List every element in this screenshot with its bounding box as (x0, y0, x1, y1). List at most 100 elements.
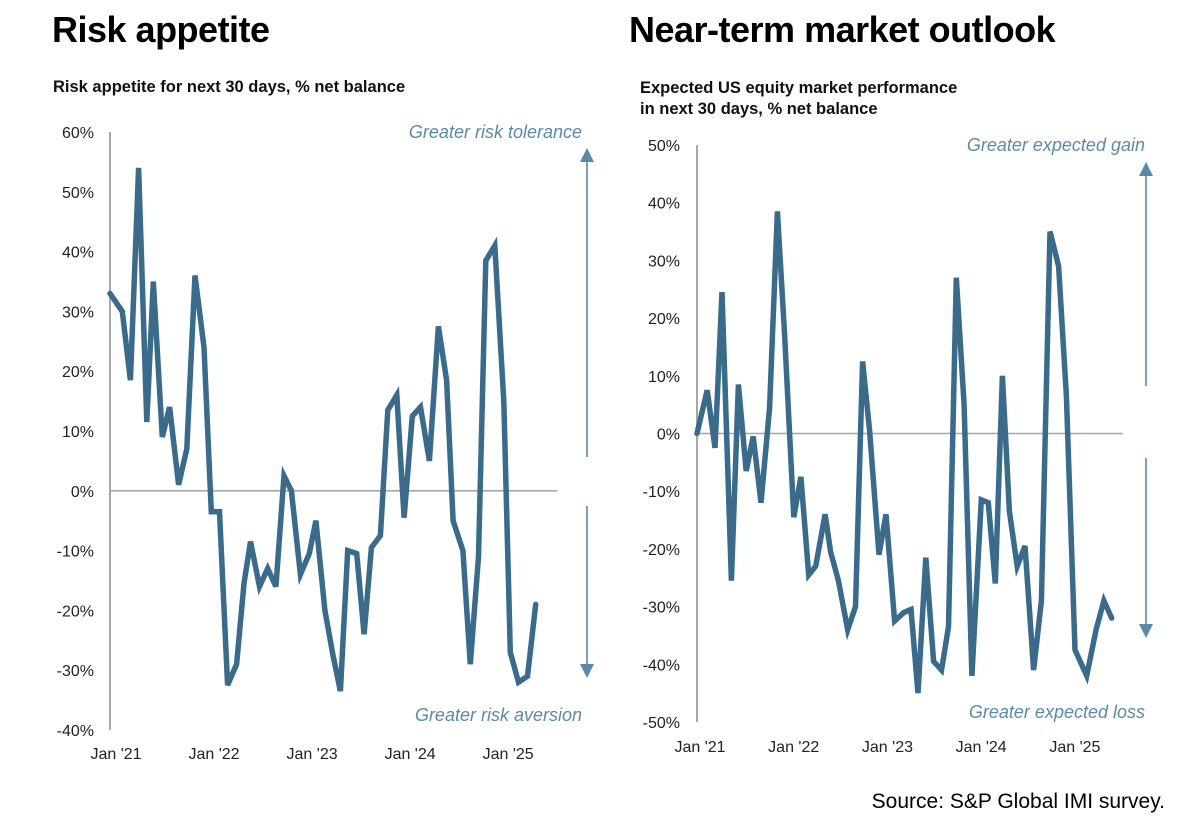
left-x-tick-label: Jan '23 (287, 746, 338, 763)
right-data-point (962, 402, 967, 407)
right-data-point (1023, 544, 1028, 549)
right-data-point (853, 604, 858, 609)
right-data-point (954, 275, 959, 280)
right-data-point (759, 500, 764, 505)
left-y-tick-label: -20% (57, 603, 94, 620)
right-annotation-top: Greater expected gain (967, 135, 1145, 155)
right-data-point (767, 405, 772, 410)
right-data-point (1039, 598, 1044, 603)
right-y-tick-label: -50% (643, 715, 680, 732)
right-data-point (1064, 394, 1069, 399)
right-data-point (979, 497, 984, 502)
right-data-point (1048, 229, 1053, 234)
right-data-point (884, 512, 889, 517)
right-data-point (909, 607, 914, 612)
left-y-tick-label: -40% (57, 723, 94, 740)
right-y-tick-label: 30% (648, 253, 680, 270)
right-data-point (860, 359, 865, 364)
right-data-point (782, 330, 787, 335)
right-data-point (923, 555, 928, 560)
right-up-arrow-icon (1139, 162, 1153, 176)
right-data-point (775, 209, 780, 214)
right-y-tick-label: -30% (643, 600, 680, 617)
left-y-tick-label: 20% (62, 364, 94, 381)
right-data-point (751, 434, 756, 439)
right-data-point (867, 428, 872, 433)
right-data-point (1000, 373, 1005, 378)
right-data-point (1007, 509, 1012, 514)
right-data-point (892, 619, 897, 624)
left-down-arrow-icon (580, 664, 594, 678)
right-data-point (736, 382, 741, 387)
right-data-point (713, 445, 718, 450)
right-y-tick-label: 40% (648, 196, 680, 213)
right-data-point (798, 474, 803, 479)
right-data-point (969, 673, 974, 678)
left-x-tick-label: Jan '24 (385, 746, 436, 763)
right-y-tick-label: 50% (648, 138, 680, 155)
right-data-point (1031, 668, 1036, 673)
right-data-point (1073, 647, 1078, 652)
right-data-point (791, 515, 796, 520)
left-up-arrow-icon (580, 148, 594, 162)
right-y-tick-label: 20% (648, 311, 680, 328)
right-panel-title: Near-term market outlook (629, 9, 1056, 50)
right-data-point (720, 290, 725, 295)
left-y-tick-label: 50% (62, 185, 94, 202)
left-y-tick-label: 60% (62, 125, 94, 142)
left-x-tick-label: Jan '21 (90, 746, 141, 763)
right-data-point (986, 500, 991, 505)
right-data-point (1015, 564, 1020, 569)
right-data-point (705, 388, 710, 393)
right-data-point (939, 668, 944, 673)
right-data-point (836, 578, 841, 583)
right-data-point (695, 431, 700, 436)
right-y-tick-label: 10% (648, 369, 680, 386)
left-x-tick-label: Jan '25 (483, 746, 534, 763)
left-x-tick-label: Jan '22 (188, 746, 239, 763)
right-data-point (931, 659, 936, 664)
right-annotation-bottom: Greater expected loss (969, 702, 1145, 722)
right-data-point (806, 572, 811, 577)
right-data-point (729, 578, 734, 583)
right-series-line (694, 211, 1115, 694)
right-data-point (993, 581, 998, 586)
right-x-tick-label: Jan '22 (768, 739, 819, 756)
left-y-tick-label: 40% (62, 245, 94, 262)
right-data-point (877, 552, 882, 557)
left-annotation-top: Greater risk tolerance (409, 122, 582, 142)
right-y-tick-label: -20% (643, 542, 680, 559)
right-data-point (946, 624, 951, 629)
right-x-tick-label: Jan '21 (674, 739, 725, 756)
left-annotation-bottom: Greater risk aversion (415, 705, 582, 725)
right-data-point (1084, 673, 1089, 678)
right-down-arrow-icon (1139, 624, 1153, 638)
source-note: Source: S&P Global IMI survey. (871, 790, 1165, 813)
right-panel-subtitle: Expected US equity market performance in… (640, 79, 958, 118)
right-data-point (902, 610, 907, 615)
left-panel-subtitle: Risk appetite for next 30 days, % net ba… (53, 78, 406, 96)
right-data-point (1109, 616, 1114, 621)
right-data-point (828, 549, 833, 554)
right-x-tick-label: Jan '25 (1049, 739, 1100, 756)
left-y-tick-label: -10% (57, 544, 94, 561)
right-data-point (823, 512, 828, 517)
right-data-point (813, 564, 818, 569)
left-y-tick-label: 0% (71, 484, 94, 501)
left-series-line (107, 167, 539, 692)
right-data-point (845, 627, 850, 632)
right-x-tick-label: Jan '23 (862, 739, 913, 756)
left-y-tick-label: 30% (62, 304, 94, 321)
left-y-tick-label: 10% (62, 424, 94, 441)
right-data-point (1094, 627, 1099, 632)
right-data-point (1056, 264, 1061, 269)
left-panel-title: Risk appetite (52, 9, 270, 50)
right-data-point (1101, 598, 1106, 603)
right-data-point (916, 691, 921, 696)
right-y-tick-label: 0% (657, 427, 680, 444)
right-x-tick-label: Jan '24 (956, 739, 1007, 756)
right-y-tick-label: -10% (643, 484, 680, 501)
right-data-point (744, 469, 749, 474)
